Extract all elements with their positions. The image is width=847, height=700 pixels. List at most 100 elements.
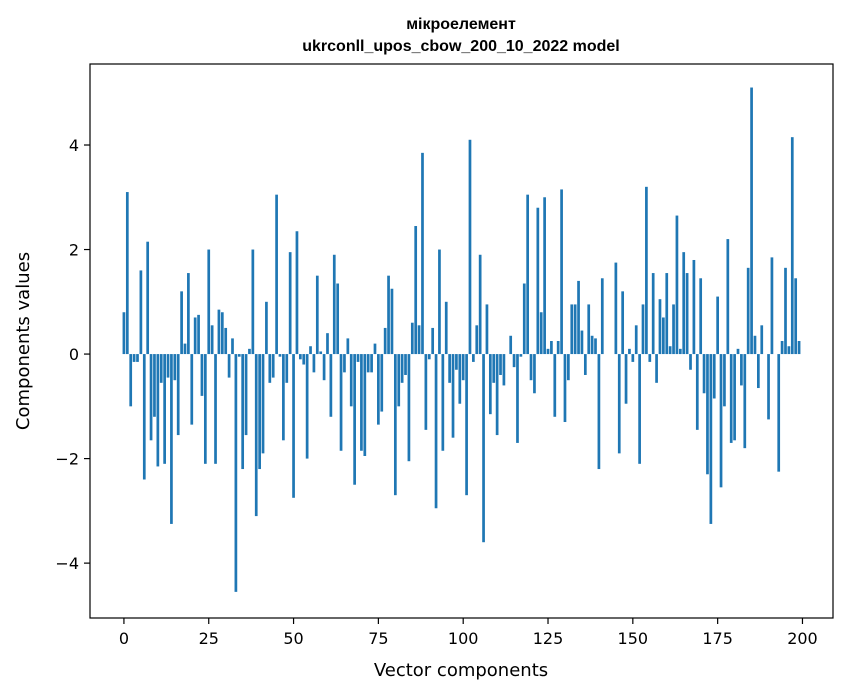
bar-135 [580,330,584,355]
bar-3 [132,354,136,362]
bar-187 [757,354,760,389]
bar-179 [729,354,733,443]
y-tick-label: −2 [55,450,79,469]
bar-21 [193,317,197,355]
bar-19 [187,273,190,355]
bar-11 [159,354,163,383]
bar-178 [726,239,730,355]
bar-71 [363,354,367,456]
bar-84 [407,354,411,462]
bar-97 [451,354,455,438]
bar-53 [302,354,306,365]
plot-frame [89,63,834,619]
bar-193 [777,354,781,472]
bar-55 [309,346,312,355]
bar-42 [265,301,268,355]
bar-128 [556,341,560,355]
y-tick-label: 4 [69,136,79,155]
bar-150 [631,354,635,362]
bar-43 [268,354,272,383]
bar-1 [125,192,129,355]
bar-108 [488,354,492,415]
x-tick-label: 50 [283,629,303,648]
bar-186 [753,335,757,355]
bar-65 [343,354,346,373]
bar-99 [458,354,462,404]
bar-149 [628,348,631,355]
bar-119 [526,194,530,355]
bar-188 [760,325,764,355]
bar-165 [682,252,686,355]
bar-0 [122,312,126,355]
bar-82 [400,354,404,383]
bar-29 [220,312,224,355]
bar-87 [417,325,421,355]
bar-2 [129,354,133,407]
bar-72 [366,354,370,373]
bar-138 [590,335,594,355]
bar-47 [282,354,285,441]
bar-106 [482,354,485,543]
bar-27 [214,354,217,464]
bar-139 [594,338,597,355]
bar-92 [434,354,438,509]
bar-24 [203,354,207,464]
bar-40 [258,354,261,470]
bar-197 [790,137,794,355]
bar-163 [675,215,679,355]
bar-151 [634,325,638,355]
bar-58 [319,351,323,355]
bar-109 [492,354,496,383]
bar-37 [248,348,251,355]
bar-45 [275,194,278,355]
bar-147 [621,291,625,355]
bar-60 [326,333,329,355]
bar-64 [339,354,343,451]
bar-198 [794,278,798,355]
bar-190 [767,354,770,420]
bar-17 [180,291,183,355]
bar-122 [536,207,540,355]
bar-136 [583,354,587,375]
bar-34 [237,354,241,357]
bar-168 [692,259,696,355]
bar-160 [665,273,669,355]
bar-176 [719,354,723,488]
bar-77 [383,327,387,355]
bar-120 [529,354,533,381]
bar-177 [723,354,726,407]
bar-51 [295,231,299,355]
bar-46 [278,354,282,357]
bar-63 [336,283,340,355]
bar-131 [567,354,570,381]
bar-152 [638,354,641,464]
bar-114 [509,335,513,355]
bar-76 [380,354,384,412]
bar-185 [750,87,753,355]
bar-73 [370,354,373,373]
y-axis-label: Components values [13,252,34,430]
bar-69 [356,354,360,362]
bar-175 [716,296,719,355]
bar-28 [217,309,221,355]
bar-98 [455,354,458,370]
bar-14 [170,354,173,524]
bar-195 [784,267,787,355]
bar-89 [424,354,428,430]
x-tick-label: 25 [199,629,219,648]
bar-125 [546,348,550,355]
bar-15 [173,354,177,381]
bar-5 [139,270,143,355]
bar-33 [234,354,238,592]
bar-157 [655,354,658,383]
bar-86 [414,226,418,355]
x-tick-label: 150 [618,629,649,648]
y-tick-label: 2 [69,241,79,260]
bar-102 [468,139,472,355]
bar-133 [573,304,577,355]
bar-124 [543,197,546,355]
bar-32 [231,338,234,355]
bar-12 [163,354,166,464]
bar-81 [397,354,401,407]
bar-61 [329,354,333,417]
